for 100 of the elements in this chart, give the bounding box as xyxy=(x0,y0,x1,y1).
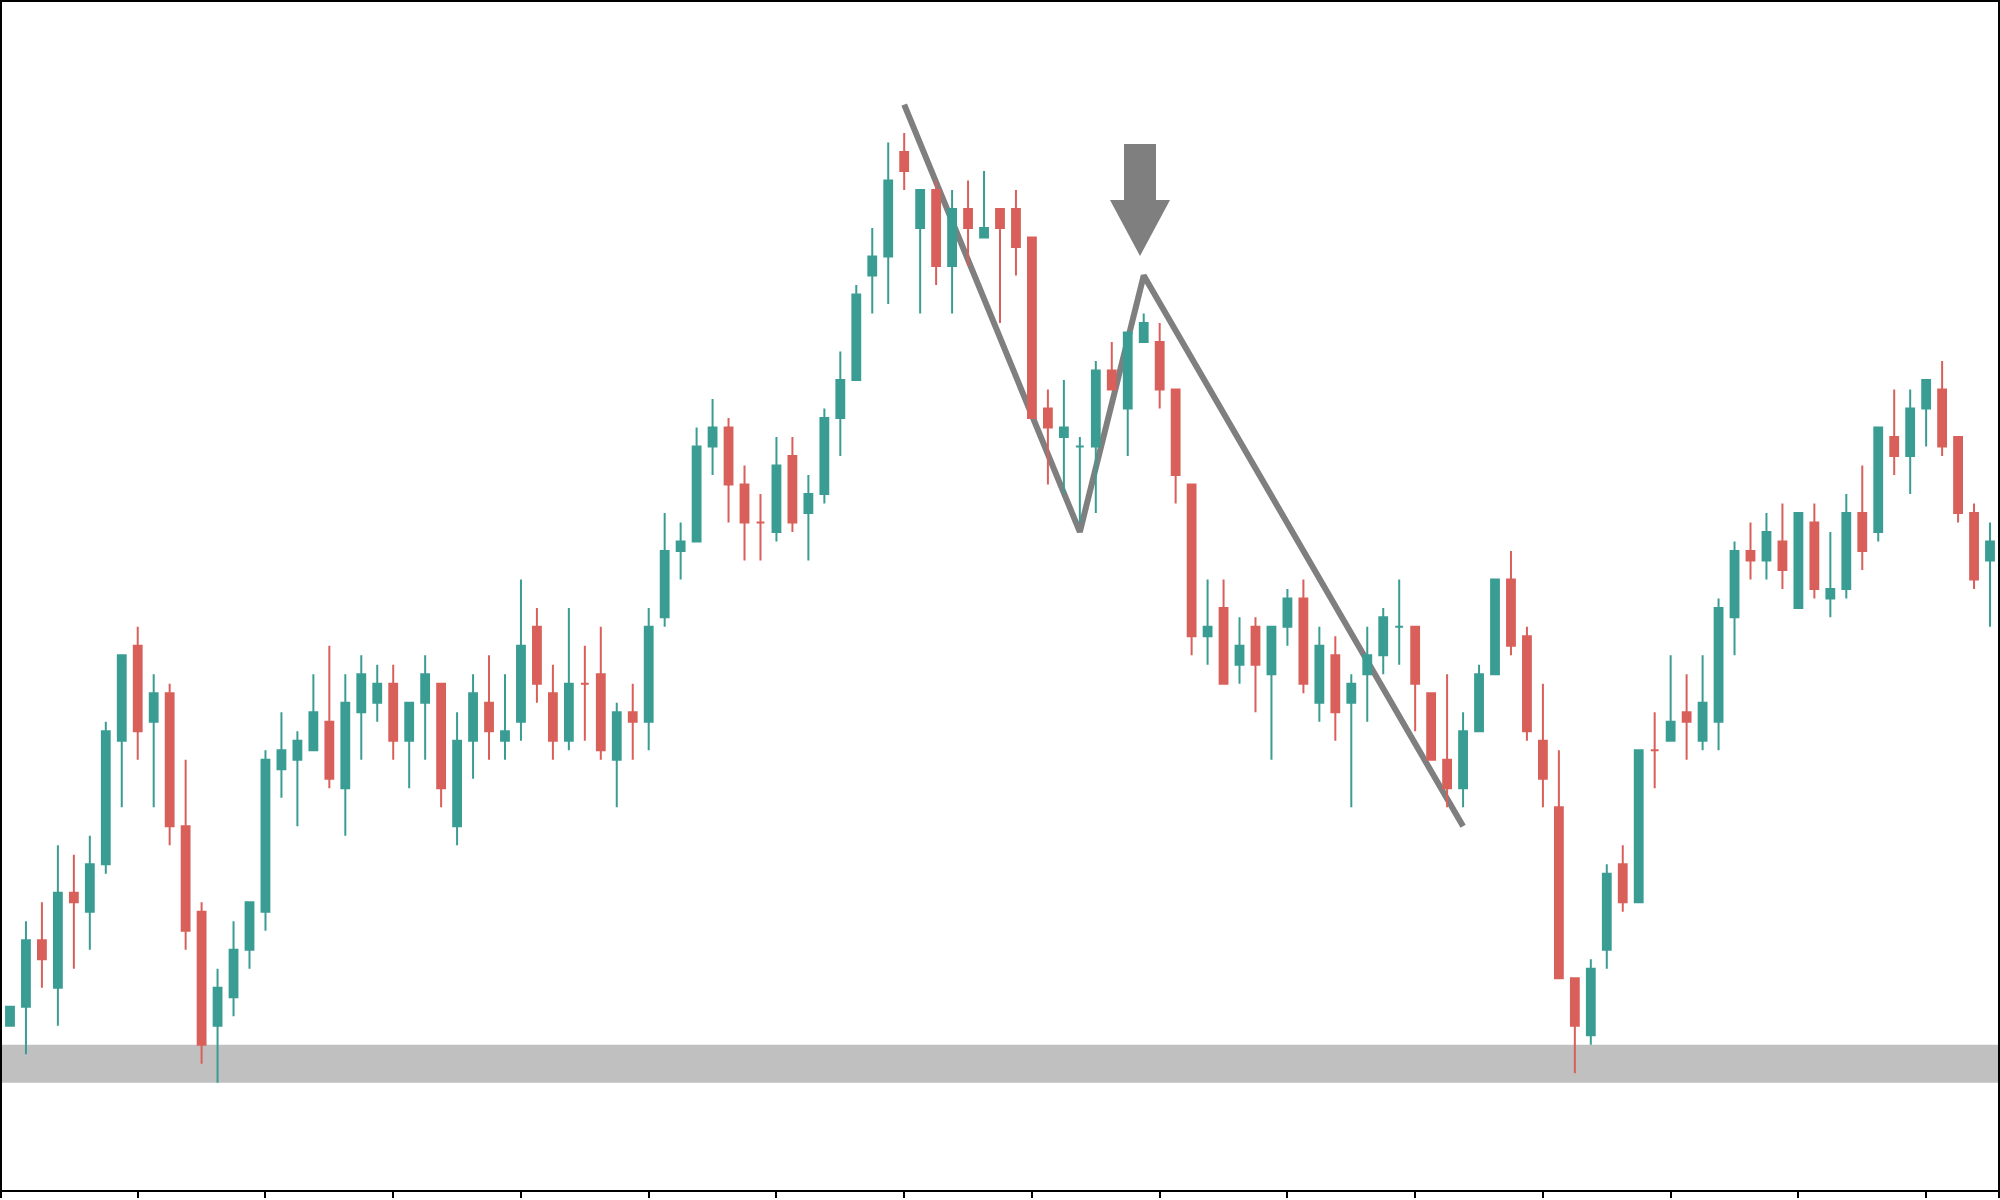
candlestick xyxy=(148,673,159,809)
candlestick xyxy=(1378,606,1389,676)
candlestick xyxy=(1058,378,1069,495)
candlestick xyxy=(947,189,957,315)
candlestick xyxy=(563,606,574,752)
candlestick xyxy=(1569,977,1580,1075)
candlestick xyxy=(1394,578,1405,666)
candlestick xyxy=(1553,749,1564,980)
candlestick xyxy=(1027,236,1037,419)
candlestick xyxy=(1729,540,1740,657)
candlestick xyxy=(1761,511,1772,581)
candlestick xyxy=(84,834,95,951)
candlestick xyxy=(627,682,638,761)
candlestick xyxy=(1314,625,1325,723)
candlestick xyxy=(1809,502,1820,600)
candlestick xyxy=(1330,635,1341,742)
candlestick xyxy=(1298,578,1309,695)
candlestick xyxy=(276,711,287,799)
candlestick xyxy=(212,967,223,1084)
candlestick xyxy=(1538,682,1548,809)
candlestick xyxy=(324,644,335,790)
candlestick xyxy=(979,170,989,239)
candlestick xyxy=(1362,625,1373,723)
candlestick xyxy=(1490,578,1500,676)
candlestick xyxy=(404,701,415,790)
candlestick xyxy=(1713,597,1724,752)
candlestick xyxy=(1825,530,1836,619)
candlestick xyxy=(260,749,271,932)
candlestick xyxy=(1106,340,1117,391)
candlestick xyxy=(356,654,367,761)
candlestick xyxy=(1857,464,1868,571)
candlestick xyxy=(1170,388,1181,505)
candlestick xyxy=(1506,549,1516,657)
candlestick xyxy=(867,227,878,315)
candlestick xyxy=(436,682,447,809)
candlestick xyxy=(1697,654,1708,752)
candlestick xyxy=(963,179,973,267)
candlestick xyxy=(835,350,846,457)
candlestick xyxy=(1841,492,1852,600)
candlestick xyxy=(851,284,862,381)
candlestick xyxy=(420,654,431,761)
candlestick xyxy=(675,521,686,581)
candlestick xyxy=(819,407,830,505)
candlestick xyxy=(1090,359,1101,514)
candlestick xyxy=(132,625,143,761)
candlestick xyxy=(883,141,894,305)
candlestick xyxy=(1074,435,1085,524)
candlestick xyxy=(1633,749,1644,904)
candlestick xyxy=(244,901,255,970)
candlestick xyxy=(1681,673,1692,761)
candlestick xyxy=(1122,331,1133,457)
candlestick xyxy=(180,758,191,951)
candlestick xyxy=(100,720,111,875)
candlestick xyxy=(1442,673,1453,809)
candlestick xyxy=(196,901,207,1065)
candlestick xyxy=(707,397,718,476)
candlestick xyxy=(340,673,351,837)
candlestick xyxy=(388,663,399,761)
candlestick xyxy=(1458,711,1468,809)
candlestick xyxy=(68,853,79,970)
candlestick xyxy=(915,189,926,315)
candlestick xyxy=(1873,426,1884,543)
candlestick xyxy=(228,920,239,1018)
candlestick xyxy=(484,654,494,761)
candlestick xyxy=(1250,616,1261,714)
candlestick xyxy=(52,844,63,1027)
candlestick xyxy=(1889,388,1900,476)
candlestick xyxy=(1649,711,1660,790)
candlestick xyxy=(1282,587,1293,647)
candlestick xyxy=(1985,521,1995,628)
candlestick xyxy=(611,701,622,809)
candlestick xyxy=(500,673,510,761)
candlestick xyxy=(1234,616,1245,685)
candlestick xyxy=(1138,312,1149,343)
candlestick xyxy=(1043,388,1053,486)
candlestick xyxy=(292,730,303,828)
candlestick xyxy=(691,426,702,543)
candlestick xyxy=(1777,502,1788,590)
candlestick xyxy=(1937,359,1948,457)
candlestick xyxy=(803,473,814,562)
candlestick xyxy=(1793,511,1804,609)
candlestick xyxy=(995,208,1005,324)
candlestick xyxy=(1410,625,1421,733)
candlestick xyxy=(452,711,462,847)
candlestick xyxy=(164,682,175,847)
candlestick xyxy=(755,492,766,562)
candlestick xyxy=(643,606,654,752)
candlestick xyxy=(1218,578,1229,685)
candlestick xyxy=(723,416,734,524)
candlestick xyxy=(372,663,383,723)
candlestick xyxy=(1011,189,1021,277)
candlestick xyxy=(1617,844,1628,913)
candlestick xyxy=(659,511,670,628)
candlestick xyxy=(1522,625,1532,742)
candlestick xyxy=(1969,502,1979,590)
candlestick xyxy=(116,654,127,809)
candlestick xyxy=(547,663,558,761)
candlestick xyxy=(21,920,31,1056)
candlestick xyxy=(532,606,542,704)
candlestick xyxy=(1426,692,1437,761)
